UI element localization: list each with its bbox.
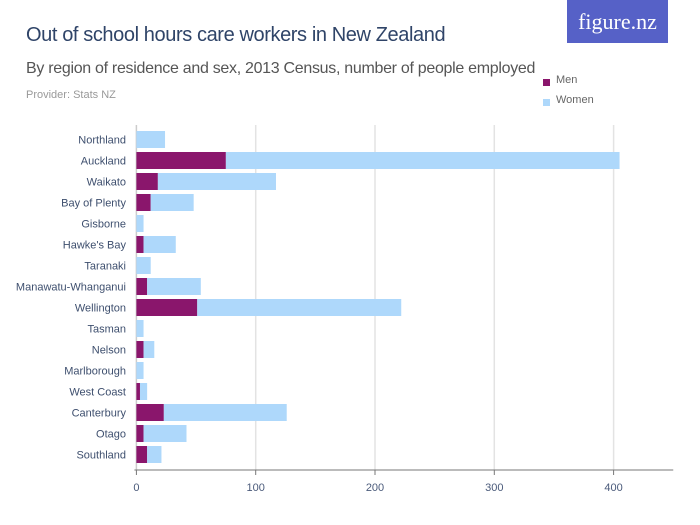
- category-label: Northland: [78, 135, 126, 147]
- bar-women: [136, 320, 144, 337]
- category-label: Canterbury: [72, 408, 127, 420]
- bar-men: [136, 299, 198, 316]
- chart-subtitle: By region of residence and sex, 2013 Cen…: [26, 60, 536, 77]
- bar-men: [136, 236, 144, 253]
- bar-men: [136, 173, 158, 190]
- bar-women: [143, 236, 176, 253]
- legend-label: Women: [556, 94, 594, 106]
- bar-men: [136, 152, 226, 169]
- bar-men: [136, 278, 148, 295]
- x-tick-label: 100: [247, 482, 265, 494]
- category-label: Bay of Plenty: [61, 198, 126, 210]
- bar-women: [143, 425, 187, 442]
- bar-women: [225, 152, 620, 169]
- category-label: Waikato: [87, 177, 126, 189]
- x-tick-label: 400: [604, 482, 622, 494]
- bar-women: [150, 194, 194, 211]
- bar-men: [136, 194, 151, 211]
- category-label: Otago: [96, 429, 126, 441]
- category-label: Taranaki: [84, 261, 126, 273]
- bar-men: [136, 341, 144, 358]
- bar-women: [157, 173, 276, 190]
- category-label: Gisborne: [81, 219, 126, 231]
- category-label: West Coast: [69, 387, 126, 399]
- category-label: Auckland: [81, 156, 126, 168]
- bar-women: [136, 131, 166, 148]
- x-tick-label: 0: [133, 482, 139, 494]
- bar-men: [136, 404, 164, 421]
- bar-women: [163, 404, 287, 421]
- legend-item-women: Women: [543, 94, 594, 106]
- category-label: Southland: [76, 450, 126, 462]
- category-label: Nelson: [92, 345, 126, 357]
- legend-item-men: Men: [543, 74, 577, 86]
- bar-women: [136, 362, 144, 379]
- legend-label: Men: [556, 74, 578, 86]
- x-tick-label: 200: [366, 482, 384, 494]
- provider-text: Provider: Stats NZ: [26, 89, 116, 101]
- bar-men: [136, 446, 148, 463]
- legend-swatch-women: [543, 99, 550, 106]
- chart-title: Out of school hours care workers in New …: [26, 24, 446, 46]
- bar-men: [136, 425, 144, 442]
- category-label: Manawatu-Whanganui: [16, 282, 126, 294]
- figure-nz-logo[interactable]: figure.nz: [567, 0, 668, 43]
- bar-men: [136, 383, 140, 400]
- category-label: Tasman: [87, 324, 126, 336]
- bar-women: [139, 383, 148, 400]
- bar-women: [136, 257, 151, 274]
- bar-women: [147, 446, 162, 463]
- bar-women: [143, 341, 155, 358]
- legend-swatch-men: [543, 79, 550, 86]
- bar-women: [197, 299, 402, 316]
- category-label: Hawke's Bay: [63, 240, 127, 252]
- category-label: Marlborough: [64, 366, 126, 378]
- bar-women: [136, 215, 144, 232]
- bar-women: [147, 278, 201, 295]
- x-tick-label: 300: [485, 482, 503, 494]
- category-label: Wellington: [75, 303, 126, 315]
